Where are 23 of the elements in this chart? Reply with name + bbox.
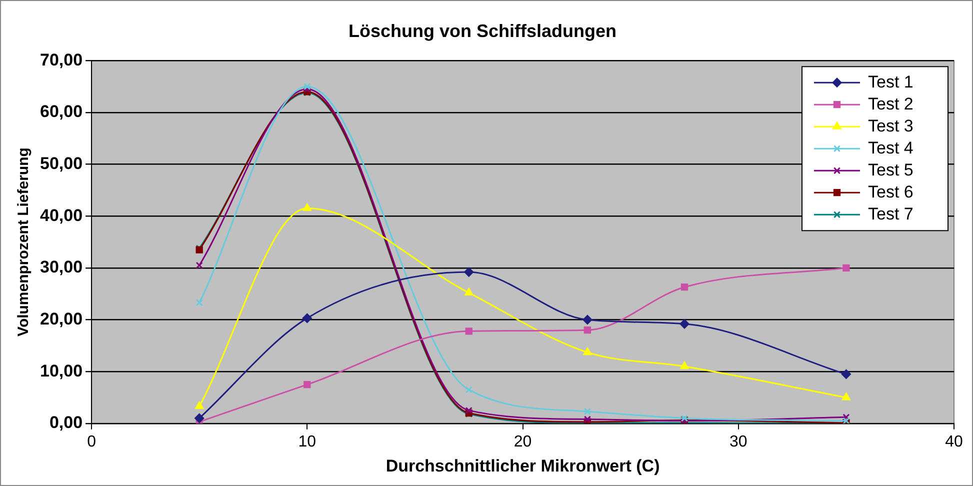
x-axis-title: Durchschnittlicher Mikronwert (C)	[386, 456, 660, 476]
legend-label: Test 5	[868, 160, 914, 180]
chart-title: Löschung von Schiffsladungen	[348, 20, 617, 41]
y-tick-label: 30,00	[40, 258, 83, 277]
x-tick-label: 20	[514, 433, 532, 450]
y-tick-label: 40,00	[40, 206, 83, 225]
legend-label: Test 3	[868, 116, 914, 136]
legend-label: Test 2	[868, 94, 914, 114]
y-tick-label: 50,00	[40, 154, 83, 173]
y-tick-label: 70,00	[40, 50, 83, 70]
y-axis-title: Volumenprozent Lieferung	[15, 148, 32, 336]
legend-label: Test 7	[868, 204, 914, 224]
y-tick-label: 60,00	[40, 102, 83, 122]
y-tick-label: 20,00	[40, 309, 83, 328]
y-tick-label: 0,00	[49, 413, 83, 432]
x-tick-label: 40	[945, 433, 963, 450]
x-tick-label: 10	[298, 433, 316, 450]
legend-label: Test 1	[868, 72, 914, 92]
x-tick-label: 0	[87, 433, 96, 450]
legend-label: Test 6	[868, 182, 914, 202]
x-tick-label: 30	[729, 433, 748, 450]
legend-label: Test 4	[868, 138, 914, 158]
y-tick-label: 10,00	[40, 361, 83, 380]
